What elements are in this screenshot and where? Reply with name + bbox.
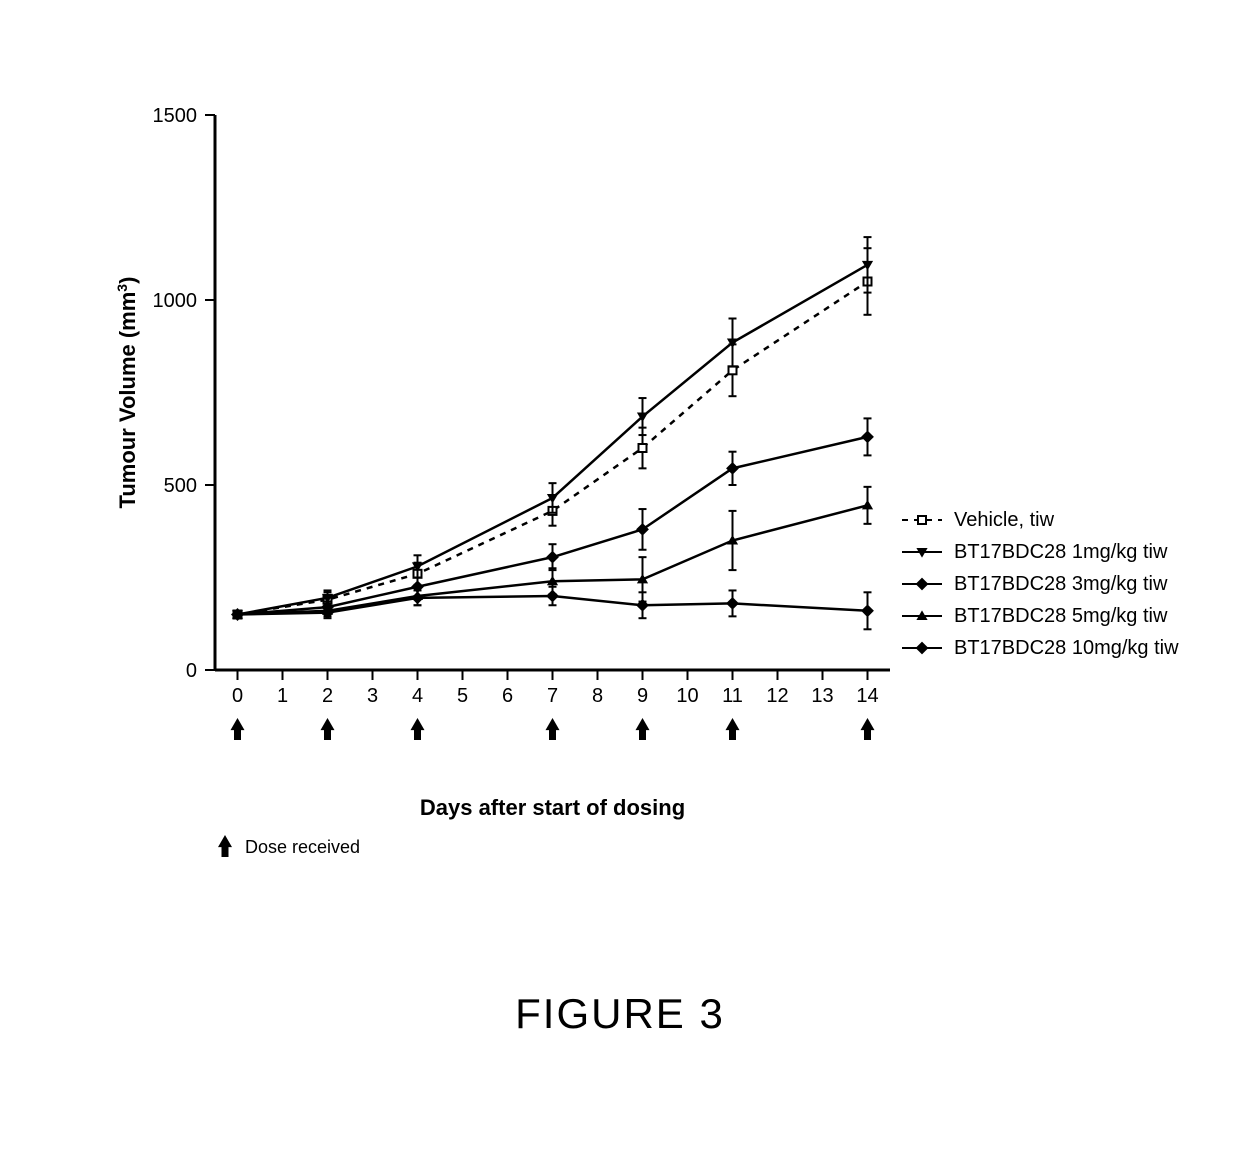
y-tick-label: 1500 (153, 105, 198, 127)
x-axis-label: Days after start of dosing (420, 795, 685, 820)
marker-diamond (546, 551, 559, 564)
marker-diamond (916, 642, 929, 655)
marker-diamond (726, 597, 739, 610)
x-tick-label: 1 (277, 685, 288, 707)
dose-received-label: Dose received (245, 837, 360, 857)
dose-arrow-icon (321, 718, 335, 740)
dose-arrow-icon (546, 718, 560, 740)
x-tick-label: 11 (722, 685, 743, 707)
chart-svg: 01234567891011121314050010001500Tumour V… (0, 0, 1240, 900)
dose-arrow-icon (411, 718, 425, 740)
legend-label: Vehicle, tiw (954, 509, 1055, 531)
legend-label: BT17BDC28 1mg/kg tiw (954, 541, 1168, 563)
dose-arrow-icon (636, 718, 650, 740)
dose-arrow-icon (861, 718, 875, 740)
x-tick-label: 7 (547, 685, 558, 707)
y-tick-label: 0 (186, 660, 197, 682)
marker-diamond (546, 590, 559, 603)
marker-triangle-up (862, 500, 873, 510)
legend-label: BT17BDC28 10mg/kg tiw (954, 637, 1179, 659)
figure-3: 01234567891011121314050010001500Tumour V… (0, 0, 1240, 1149)
y-axis-label: Tumour Volume (mm3) (114, 277, 140, 509)
figure-label: FIGURE 3 (0, 990, 1240, 1038)
x-tick-label: 2 (322, 685, 333, 707)
y-tick-label: 500 (164, 475, 197, 497)
y-tick-label: 1000 (153, 290, 198, 312)
dose-arrow-icon (726, 718, 740, 740)
marker-open-square (639, 444, 647, 452)
x-tick-label: 5 (457, 685, 468, 707)
x-tick-label: 9 (637, 685, 648, 707)
x-tick-label: 8 (592, 685, 603, 707)
x-tick-label: 12 (766, 685, 788, 707)
marker-triangle-down (862, 261, 873, 271)
x-tick-label: 10 (676, 685, 698, 707)
marker-open-square (918, 516, 926, 524)
legend-label: BT17BDC28 3mg/kg tiw (954, 573, 1168, 595)
marker-diamond (636, 599, 649, 612)
x-tick-label: 6 (502, 685, 513, 707)
legend-label: BT17BDC28 5mg/kg tiw (954, 605, 1168, 627)
x-tick-label: 14 (856, 685, 878, 707)
x-tick-label: 0 (232, 685, 243, 707)
marker-diamond (861, 604, 874, 617)
x-tick-label: 3 (367, 685, 378, 707)
marker-diamond (861, 431, 874, 444)
x-tick-label: 13 (811, 685, 833, 707)
dose-arrow-icon (231, 718, 245, 740)
dose-arrow-icon (218, 835, 232, 857)
marker-diamond (411, 591, 424, 604)
marker-diamond (916, 578, 929, 591)
x-tick-label: 4 (412, 685, 423, 707)
